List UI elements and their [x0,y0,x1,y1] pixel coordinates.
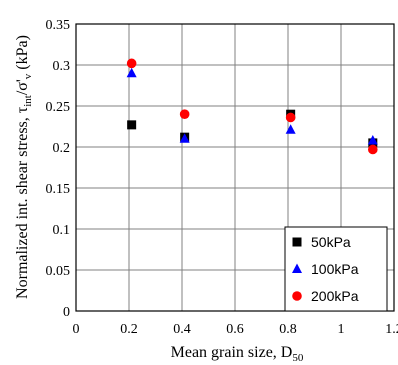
legend-box [284,226,388,312]
legend-marker [292,291,302,301]
legend: 50kPa 100kPa 200kPa [284,226,388,312]
axes [75,23,395,312]
x-tick-label: 1.2 [385,322,398,337]
x-axis-title: Mean grain size, D50 [171,344,304,364]
x-tick-labels: 0 0.2 0.4 0.6 0.8 1 1.2 [73,322,398,337]
grid-lines [75,23,395,312]
data-point [367,134,378,145]
plot-frame [75,23,395,312]
y-tick-label: 0.1 [53,223,71,238]
x-tick-label: 1 [338,322,345,337]
y-tick-label: 0.35 [46,18,71,33]
legend-marker [292,263,302,273]
y-tick-label: 0.15 [46,182,71,197]
data-points [126,58,378,155]
y-tick-label: 0.25 [46,100,71,115]
y-tick-label: 0 [63,305,70,320]
x-tick-label: 0.8 [279,322,297,337]
data-point [285,124,296,134]
data-point [285,112,296,123]
legend-label: 100kPa [311,261,359,277]
x-tick-label: 0.2 [120,322,138,337]
y-tick-label: 0.05 [46,264,71,279]
x-tick-label: 0 [73,322,80,337]
data-point [179,133,190,143]
data-point [126,67,137,78]
y-axis-title: Normalized int. shear stress, τint/σ'v (… [14,35,34,299]
series-50kPa [127,109,378,148]
data-point [368,144,378,155]
y-tick-label: 0.3 [53,59,71,74]
data-point [126,58,137,69]
data-point [179,109,190,119]
series-200kPa [126,58,378,155]
legend-label: 200kPa [311,288,359,304]
y-tick-label: 0.2 [53,141,71,156]
x-tick-label: 0.4 [173,322,191,337]
series-100kPa [126,67,378,145]
legend-label: 50kPa [311,234,351,250]
legend-marker [292,237,302,247]
data-point [127,120,137,130]
x-tick-label: 0.6 [226,322,244,337]
y-tick-labels: 0 0.05 0.1 0.15 0.2 0.25 0.3 0.35 [46,18,71,320]
